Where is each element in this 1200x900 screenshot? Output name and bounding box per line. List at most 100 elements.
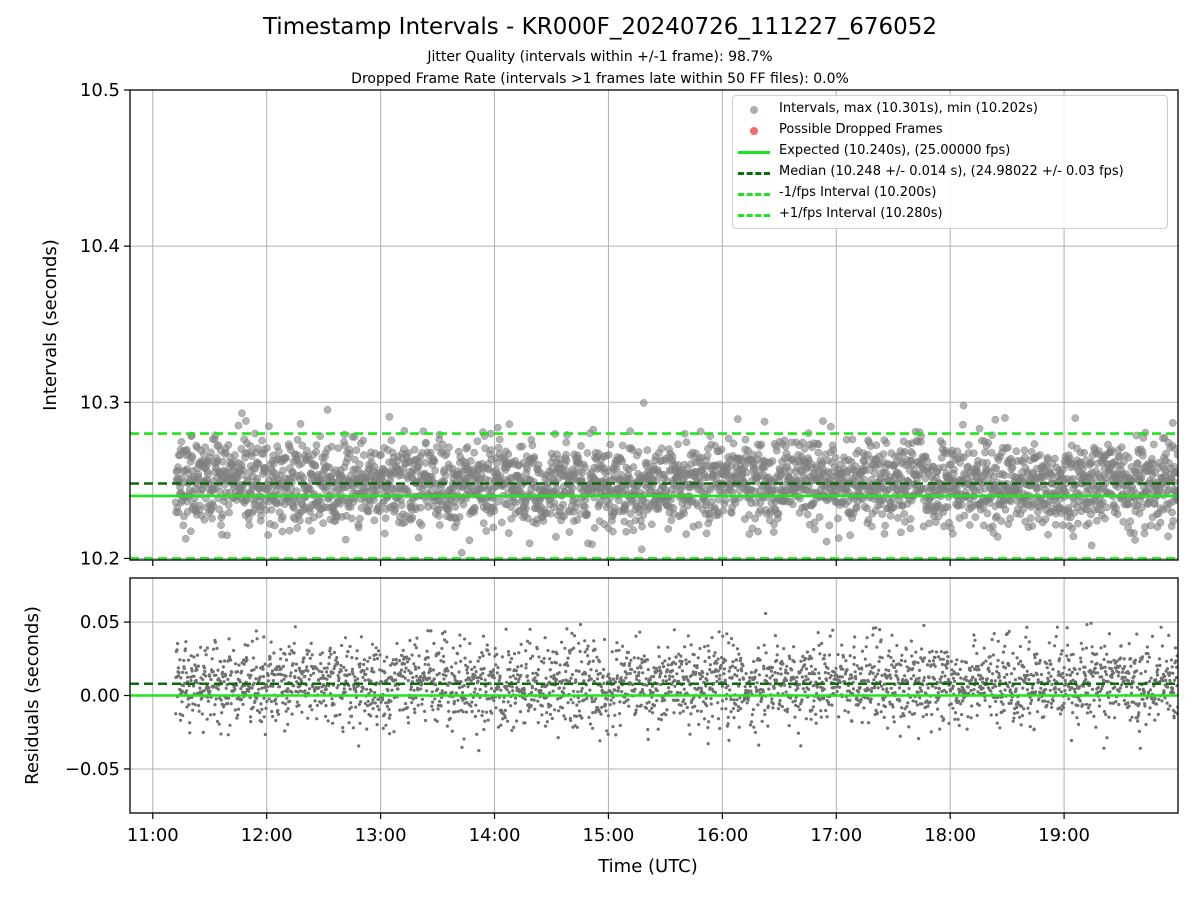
residual-point <box>709 696 713 701</box>
residual-point <box>577 641 581 645</box>
interval-point <box>851 462 860 471</box>
residual-point <box>703 659 707 664</box>
residual-point <box>269 662 273 666</box>
residual-point <box>482 666 486 671</box>
interval-point <box>345 450 354 458</box>
residual-point <box>531 671 535 675</box>
residual-point <box>588 688 592 692</box>
interval-point <box>906 515 915 523</box>
residual-point <box>498 676 502 680</box>
interval-point <box>528 441 537 450</box>
interval-point <box>984 439 993 447</box>
residual-point <box>664 679 669 683</box>
residual-point <box>689 712 693 716</box>
residual-point <box>236 713 240 717</box>
residual-point <box>636 673 641 678</box>
residual-point <box>506 650 510 654</box>
residual-point <box>337 676 341 680</box>
residual-point <box>663 674 668 678</box>
residual-point <box>182 666 186 671</box>
residual-point <box>214 673 218 677</box>
residual-point <box>259 720 264 724</box>
residual-point <box>325 666 329 670</box>
interval-point <box>350 455 359 464</box>
residual-point <box>608 703 612 707</box>
residual-point <box>469 704 473 708</box>
residual-point <box>181 690 185 694</box>
interval-point <box>559 500 567 509</box>
residual-point <box>393 671 397 675</box>
residual-point <box>765 674 769 678</box>
residual-point <box>713 690 718 695</box>
residual-point <box>320 690 324 694</box>
residual-point <box>253 699 257 703</box>
residual-point <box>395 641 399 646</box>
residual-point <box>267 697 271 701</box>
interval-point <box>359 436 368 445</box>
residual-point <box>396 687 400 691</box>
residual-point <box>458 633 462 637</box>
interval-point <box>1051 520 1060 529</box>
residual-point <box>480 713 484 718</box>
interval-point <box>546 509 555 518</box>
residual-point <box>580 686 584 691</box>
interval-point <box>270 521 279 530</box>
residual-point <box>212 712 216 717</box>
interval-point <box>800 445 809 453</box>
residual-point <box>225 701 230 706</box>
residual-point <box>265 699 269 704</box>
residual-point <box>720 707 724 711</box>
interval-point <box>294 451 302 460</box>
interval-point <box>319 519 327 527</box>
residual-point <box>658 665 662 670</box>
residual-point <box>191 702 195 706</box>
residual-point <box>357 702 361 707</box>
residual-point <box>344 668 348 672</box>
residual-point <box>556 736 560 740</box>
residual-point <box>277 712 281 716</box>
residual-point <box>545 711 549 715</box>
residual-point <box>657 717 661 721</box>
residual-point <box>626 698 630 702</box>
residual-point <box>481 654 485 658</box>
residual-point <box>479 677 483 681</box>
interval-point <box>385 413 394 421</box>
interval-point <box>975 424 984 433</box>
residual-point <box>496 666 500 670</box>
residual-point <box>727 641 731 645</box>
residual-point <box>182 658 186 663</box>
residual-point <box>401 648 405 653</box>
interval-point <box>1069 532 1078 541</box>
residual-point <box>607 672 611 676</box>
residual-point <box>543 636 547 640</box>
residual-point <box>440 646 444 651</box>
interval-point <box>495 435 504 444</box>
residual-point <box>437 671 441 676</box>
residual-point <box>328 649 332 653</box>
residual-point <box>388 732 392 736</box>
residual-point <box>428 676 432 680</box>
residual-point <box>580 716 584 720</box>
residual-point <box>693 704 697 708</box>
residual-point <box>768 676 772 680</box>
residual-point <box>570 673 575 677</box>
residual-point <box>514 669 518 673</box>
interval-point <box>264 531 272 539</box>
interval-point <box>583 449 592 457</box>
residual-point <box>230 670 234 674</box>
residual-point <box>356 677 360 681</box>
interval-point <box>466 457 475 465</box>
residual-point <box>462 683 466 688</box>
residual-point <box>663 659 667 663</box>
residual-point <box>556 697 560 701</box>
residual-point <box>402 655 406 659</box>
residual-point <box>500 708 504 712</box>
residual-point <box>371 698 375 702</box>
residual-point <box>238 680 242 684</box>
residual-point <box>618 700 622 704</box>
residual-point <box>383 712 387 716</box>
residual-point <box>213 703 217 707</box>
interval-point <box>741 435 750 444</box>
residual-point <box>370 642 375 646</box>
residual-point <box>704 684 708 688</box>
